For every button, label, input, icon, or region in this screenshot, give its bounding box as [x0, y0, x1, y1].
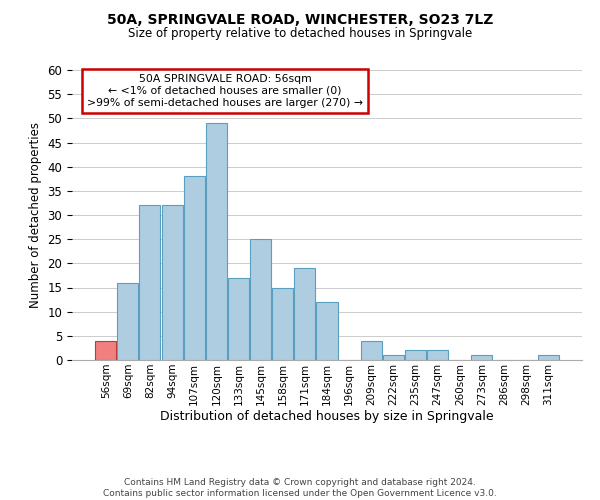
Text: 50A SPRINGVALE ROAD: 56sqm
← <1% of detached houses are smaller (0)
>99% of semi: 50A SPRINGVALE ROAD: 56sqm ← <1% of deta…	[87, 74, 363, 108]
Bar	[206, 123, 227, 360]
Bar	[95, 340, 116, 360]
Text: Contains HM Land Registry data © Crown copyright and database right 2024.
Contai: Contains HM Land Registry data © Crown c…	[103, 478, 497, 498]
Bar	[361, 340, 382, 360]
Bar	[118, 282, 139, 360]
Bar	[184, 176, 205, 360]
Bar	[316, 302, 338, 360]
Bar	[405, 350, 426, 360]
Bar	[472, 355, 493, 360]
Bar	[228, 278, 249, 360]
Bar	[161, 206, 182, 360]
Bar	[250, 239, 271, 360]
Text: Size of property relative to detached houses in Springvale: Size of property relative to detached ho…	[128, 28, 472, 40]
Y-axis label: Number of detached properties: Number of detached properties	[29, 122, 42, 308]
Bar	[538, 355, 559, 360]
Bar	[272, 288, 293, 360]
Bar	[139, 206, 160, 360]
X-axis label: Distribution of detached houses by size in Springvale: Distribution of detached houses by size …	[160, 410, 494, 424]
Bar	[383, 355, 404, 360]
Text: 50A, SPRINGVALE ROAD, WINCHESTER, SO23 7LZ: 50A, SPRINGVALE ROAD, WINCHESTER, SO23 7…	[107, 12, 493, 26]
Bar	[295, 268, 316, 360]
Bar	[427, 350, 448, 360]
